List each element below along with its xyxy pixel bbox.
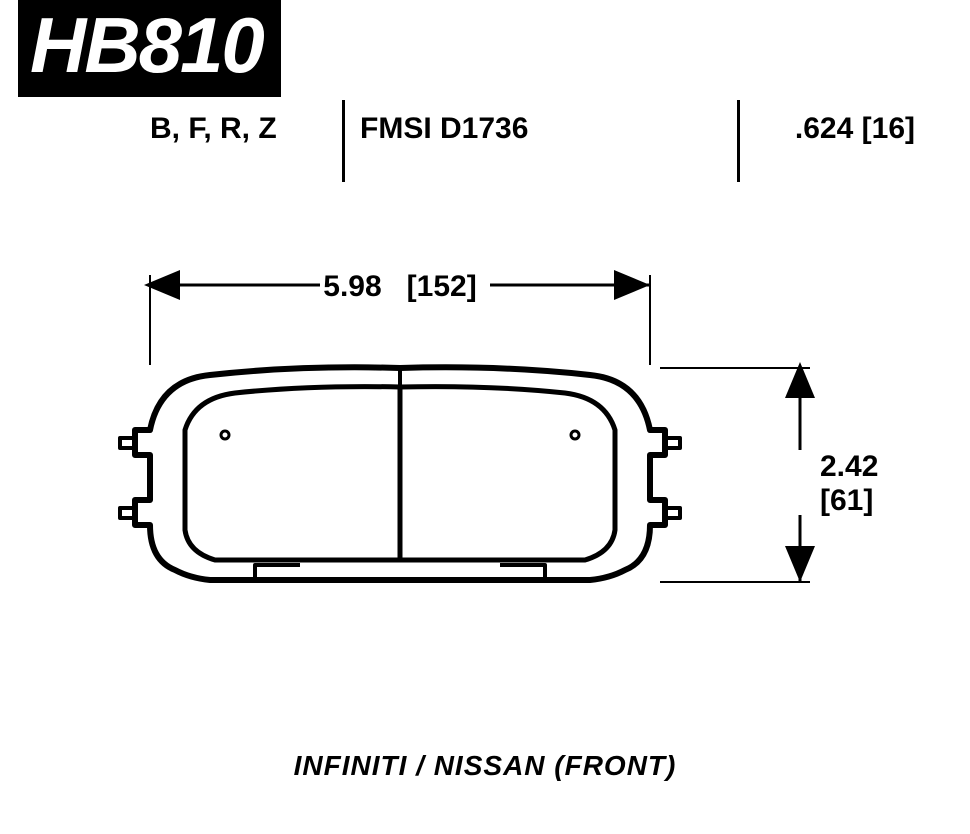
height-dimension-arrow [660, 368, 810, 582]
brake-pad-outline [120, 367, 680, 580]
diagram-svg [0, 0, 970, 834]
width-dimension-arrow [150, 275, 650, 365]
